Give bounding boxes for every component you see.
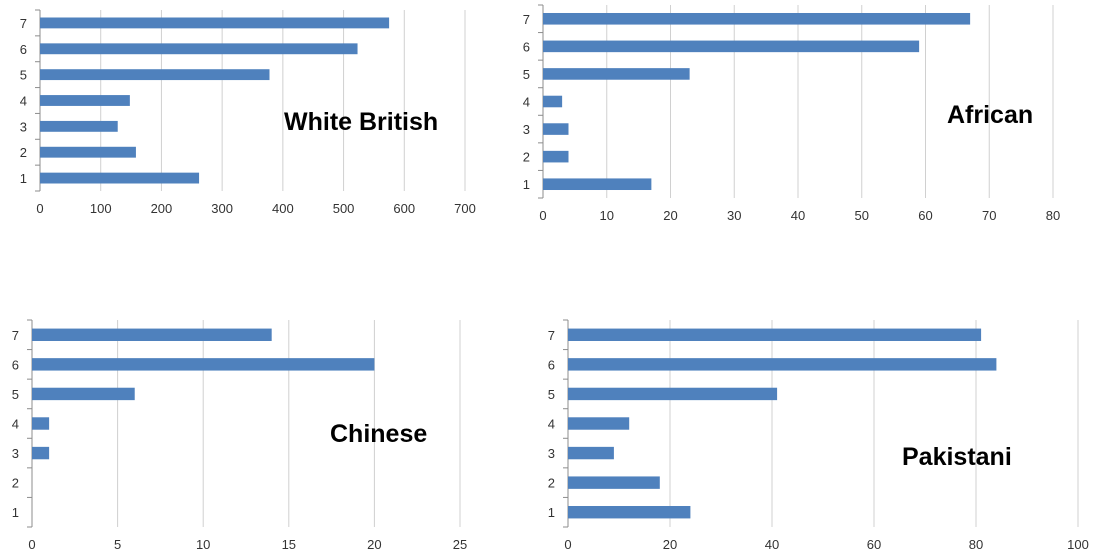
y-tick-label: 1 (548, 505, 555, 520)
x-tick-label: 40 (765, 537, 779, 552)
y-tick-label: 1 (523, 177, 530, 192)
bar (568, 417, 630, 430)
x-tick-label: 400 (272, 201, 294, 216)
bar (40, 120, 118, 132)
x-tick-label: 20 (367, 537, 381, 552)
y-tick-label: 2 (548, 476, 555, 491)
bar (568, 358, 997, 371)
y-tick-label: 6 (12, 357, 19, 372)
y-tick-label: 2 (20, 145, 27, 160)
x-tick-label: 10 (600, 208, 614, 223)
y-tick-label: 3 (20, 119, 27, 134)
y-tick-label: 2 (523, 150, 530, 165)
x-tick-label: 500 (333, 201, 355, 216)
x-tick-label: 80 (1046, 208, 1060, 223)
x-tick-label: 0 (36, 201, 43, 216)
bar (40, 43, 358, 55)
y-tick-label: 7 (523, 12, 530, 27)
x-tick-label: 60 (867, 537, 881, 552)
bar (568, 328, 982, 341)
bar (32, 358, 375, 371)
x-tick-label: 0 (28, 537, 35, 552)
y-tick-label: 3 (523, 122, 530, 137)
bar (568, 476, 660, 489)
bar (568, 387, 778, 401)
x-tick-label: 25 (453, 537, 467, 552)
chart-title: African (947, 101, 1033, 129)
bar (568, 506, 691, 519)
chart-pakistani: 0 20 40 60 80 100 1 2 3 4 5 6 7 Pakistani (548, 319, 1089, 552)
y-tick-label: 4 (20, 94, 27, 109)
bar (543, 95, 563, 108)
bar (543, 150, 569, 163)
bar (32, 446, 50, 460)
bar (32, 417, 50, 430)
chart-title: White British (284, 108, 438, 136)
bar (40, 172, 200, 184)
x-tick-label: 200 (151, 201, 173, 216)
x-tick-label: 15 (282, 537, 296, 552)
x-tick-label: 20 (663, 537, 677, 552)
bar (40, 146, 136, 158)
y-tick-label: 2 (12, 476, 19, 491)
bar (543, 40, 920, 53)
bar (40, 95, 130, 106)
x-tick-label: 30 (727, 208, 741, 223)
x-tick-label: 0 (539, 208, 546, 223)
bar (543, 68, 690, 80)
bar (543, 178, 652, 191)
chart-title: Chinese (330, 420, 427, 448)
bar (40, 17, 390, 29)
x-tick-label: 100 (1067, 537, 1089, 552)
y-tick-label: 7 (20, 16, 27, 31)
x-tick-label: 100 (90, 201, 112, 216)
y-tick-label: 6 (523, 39, 530, 54)
x-tick-label: 300 (211, 201, 233, 216)
y-tick-label: 1 (20, 171, 27, 186)
bar (543, 123, 569, 135)
bar (32, 328, 272, 341)
y-tick-label: 4 (12, 417, 19, 432)
chart-white-british: 0 100 200 300 400 500 600 700 1 2 3 4 5 6 7 White Briti… (20, 9, 476, 216)
x-tick-label: 50 (855, 208, 869, 223)
x-tick-label: 40 (791, 208, 805, 223)
bar (568, 446, 614, 460)
chart-african: 0 10 20 30 40 50 60 70 80 1 2 3 4 5 6 7 African (523, 4, 1060, 223)
y-tick-label: 5 (548, 387, 555, 402)
y-tick-label: 5 (12, 387, 19, 402)
x-tick-label: 70 (982, 208, 996, 223)
y-tick-label: 5 (523, 67, 530, 82)
y-tick-label: 4 (548, 417, 555, 432)
x-tick-label: 60 (918, 208, 932, 223)
y-tick-label: 4 (523, 95, 530, 110)
x-tick-label: 0 (564, 537, 571, 552)
y-tick-label: 3 (548, 446, 555, 461)
bar (40, 69, 270, 81)
y-tick-label: 6 (20, 42, 27, 57)
bar (32, 387, 135, 401)
y-tick-label: 7 (548, 328, 555, 343)
x-tick-label: 10 (196, 537, 210, 552)
x-tick-label: 700 (454, 201, 476, 216)
x-tick-label: 600 (393, 201, 415, 216)
x-tick-label: 5 (114, 537, 121, 552)
chart-chinese: 0 5 10 15 20 25 1 2 3 4 5 6 7 Chinese (12, 319, 467, 552)
y-tick-label: 3 (12, 446, 19, 461)
y-tick-label: 7 (12, 328, 19, 343)
x-tick-label: 80 (969, 537, 983, 552)
y-tick-label: 1 (12, 505, 19, 520)
x-tick-label: 20 (663, 208, 677, 223)
chart-title: Pakistani (902, 443, 1012, 471)
bar (543, 12, 971, 25)
y-tick-label: 5 (20, 68, 27, 83)
y-tick-label: 6 (548, 357, 555, 372)
